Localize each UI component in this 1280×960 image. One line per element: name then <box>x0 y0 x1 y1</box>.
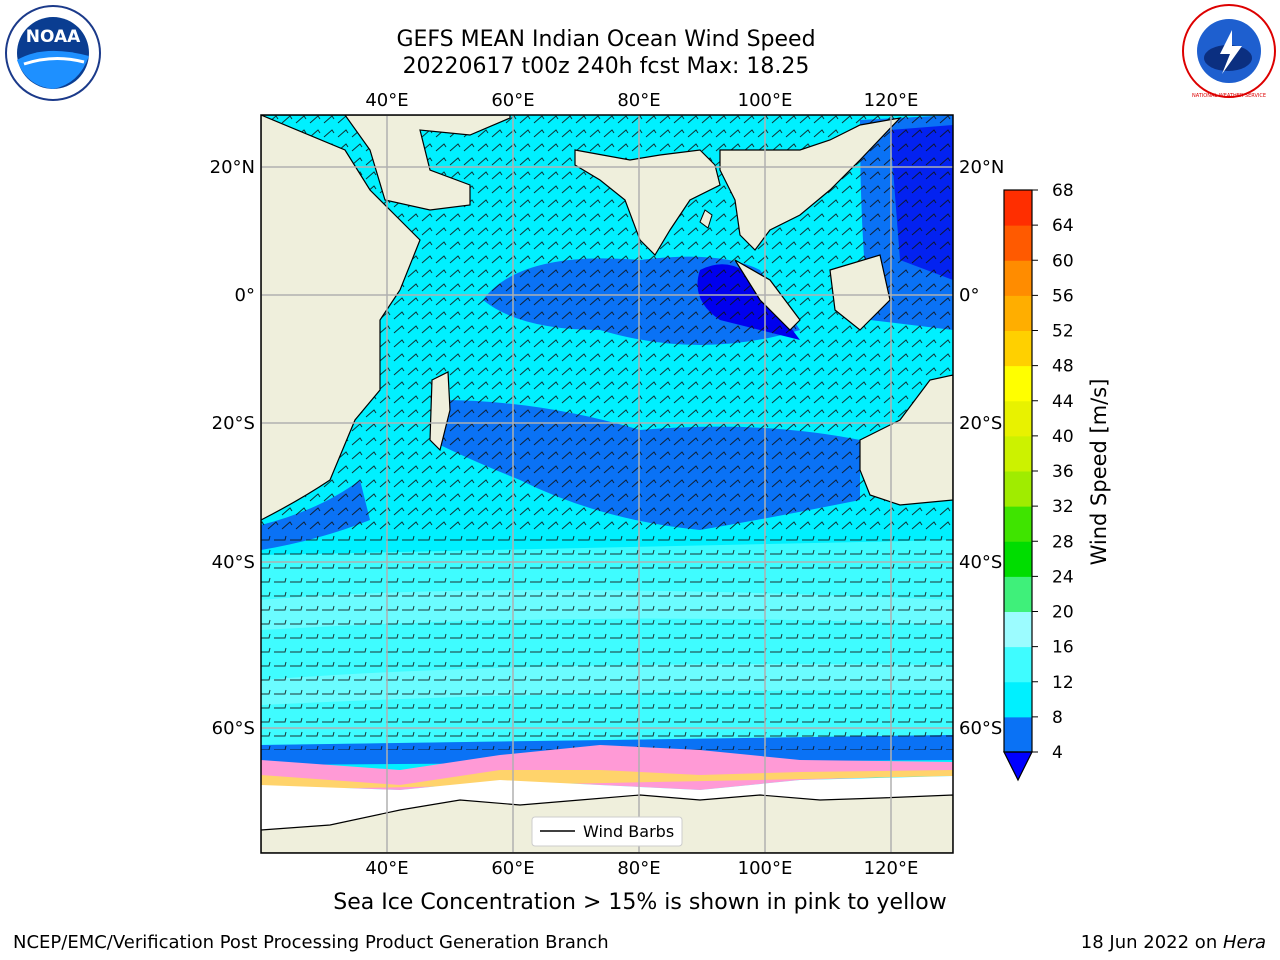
lon-tick-bottom: 100°E <box>738 858 793 879</box>
wind-barbs-legend: Wind Barbs <box>531 816 683 847</box>
lat-tick-right: 60°S <box>959 718 1002 739</box>
sea-ice-edge <box>261 770 953 790</box>
colorbar-segment <box>1004 225 1032 261</box>
colorbar-segment <box>1004 646 1032 683</box>
colorbar-tick-label: 12 <box>1052 673 1074 693</box>
colorbar-tick-label: 20 <box>1052 603 1074 623</box>
colorbar-tick-label: 28 <box>1052 532 1074 552</box>
lon-tick-bottom: 80°E <box>617 858 660 879</box>
lat-tick-right: 40°S <box>959 552 1002 573</box>
colorbar-tick-label: 24 <box>1052 567 1074 587</box>
colorbar-segment <box>1004 716 1032 753</box>
lon-tick-bottom: 120°E <box>864 858 919 879</box>
map-gridlines <box>261 115 953 853</box>
lon-tick-bottom: 60°E <box>491 858 534 879</box>
colorbar-segment <box>1004 611 1032 648</box>
australia-landmass <box>859 374 953 506</box>
colorbar-segment <box>1004 295 1032 331</box>
lon-tick-top: 80°E <box>617 90 660 111</box>
colorbar-tick-label: 8 <box>1052 708 1063 728</box>
colorbar-segment <box>1004 190 1032 226</box>
lat-tick-right: 20°N <box>959 157 1004 178</box>
noaa-logo: NOAA <box>4 4 102 102</box>
colorbar-segment <box>1004 681 1032 718</box>
colorbar-tick-label: 56 <box>1052 286 1074 306</box>
madagascar-island <box>429 371 451 452</box>
footer-host: Hera <box>1222 932 1266 953</box>
colorbar-tick-label: 40 <box>1052 427 1074 447</box>
sri-lanka-island <box>699 209 713 229</box>
colorbar-tick-label: 4 <box>1052 743 1063 763</box>
colorbar-tick-label: 48 <box>1052 357 1074 377</box>
colorbar-tick-label: 36 <box>1052 462 1074 482</box>
colorbar-segment <box>1004 400 1032 437</box>
colorbar-tick-label: 64 <box>1052 216 1074 236</box>
footer-date-text: 18 Jun 2022 on <box>1080 932 1223 953</box>
africa-landmass <box>261 115 511 521</box>
colorbar-tick-label: 52 <box>1052 322 1074 342</box>
colorbar-segment <box>1004 330 1032 367</box>
lon-tick-top: 100°E <box>738 90 793 111</box>
map-subtitle: 20220617 t00z 240h fcst Max: 18.25 <box>402 54 810 79</box>
lat-tick-right: 0° <box>959 285 979 306</box>
map-frame <box>260 114 954 854</box>
colorbar-segment <box>1004 435 1032 472</box>
lon-tick-bottom: 40°E <box>365 858 408 879</box>
svg-text:NATIONAL WEATHER SERVICE: NATIONAL WEATHER SERVICE <box>1192 93 1266 99</box>
map-title: GEFS MEAN Indian Ocean Wind Speed <box>396 27 816 52</box>
colorbar-segment <box>1004 260 1032 296</box>
wind-barbs-south <box>261 535 953 750</box>
legend-label: Wind Barbs <box>583 822 674 841</box>
nws-logo: NATIONAL WEATHER SERVICE <box>1180 2 1278 100</box>
colorbar-segment <box>1004 576 1032 612</box>
colorbar-tick-label: 32 <box>1052 497 1074 517</box>
colorbar-tick-label: 60 <box>1052 251 1074 271</box>
map-plot-area <box>261 115 953 853</box>
colorbar-segment <box>1004 541 1032 577</box>
footer-credit: NCEP/EMC/Verification Post Processing Pr… <box>13 932 609 953</box>
colorbar-under-arrow <box>1003 751 1033 782</box>
sea-ice-note: Sea Ice Concentration > 15% is shown in … <box>333 890 947 915</box>
colorbar-segment <box>1004 365 1032 402</box>
footer-date: 18 Jun 2022 on Hera <box>1081 932 1266 953</box>
lat-tick-left: 0° <box>235 285 255 306</box>
svg-text:NOAA: NOAA <box>26 27 81 47</box>
colorbar-tick-label: 16 <box>1052 638 1074 658</box>
lat-tick-left: 20°S <box>212 413 255 434</box>
lat-tick-left: 20°N <box>210 157 255 178</box>
borneo-island <box>829 254 891 331</box>
lon-tick-top: 40°E <box>365 90 408 111</box>
colorbar-label: Wind Speed [m/s] <box>1087 379 1111 566</box>
colorbar-tick-label: 44 <box>1052 392 1074 412</box>
lat-tick-right: 20°S <box>959 413 1002 434</box>
lon-tick-top: 120°E <box>864 90 919 111</box>
colorbar-segment <box>1004 471 1032 507</box>
lat-tick-left: 40°S <box>212 552 255 573</box>
colorbar-segment <box>1004 506 1032 542</box>
lat-tick-left: 60°S <box>212 718 255 739</box>
colorbar-tick-label: 68 <box>1052 181 1074 201</box>
lon-tick-top: 60°E <box>491 90 534 111</box>
india-landmass <box>574 149 721 256</box>
